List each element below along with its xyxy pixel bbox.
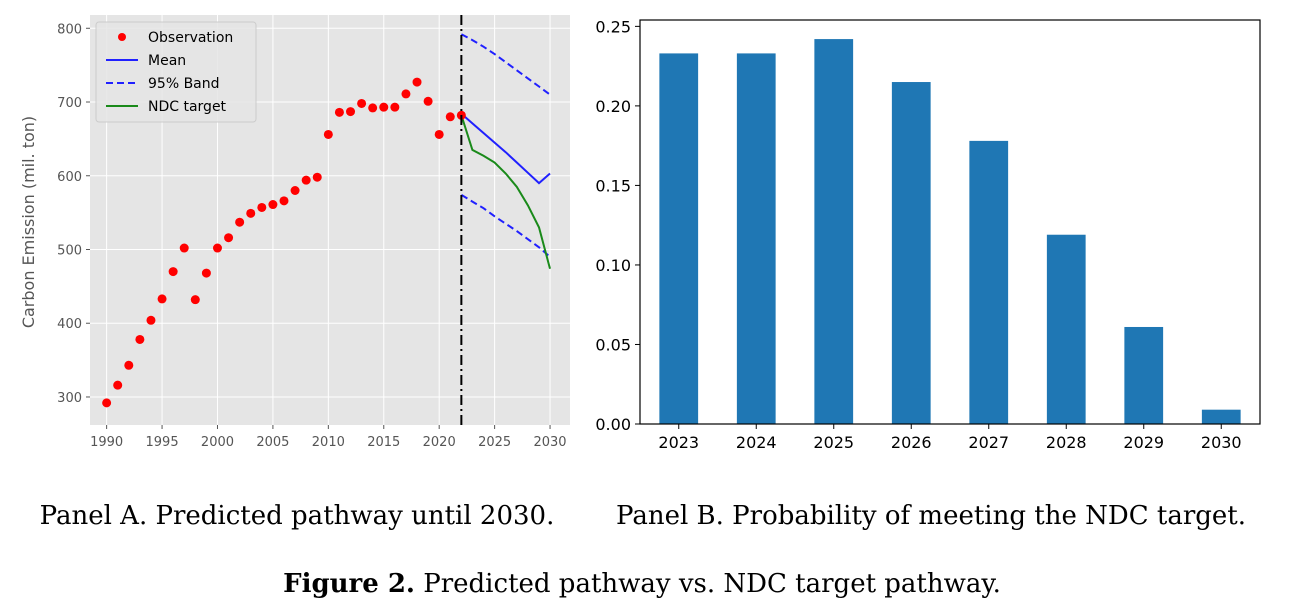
bar-2024 xyxy=(736,53,776,424)
x-tick-label: 2027 xyxy=(968,433,1009,452)
bar-2030 xyxy=(1201,409,1241,424)
y-tick-label: 0.05 xyxy=(595,335,631,354)
observation-point xyxy=(224,233,234,243)
observation-point xyxy=(379,102,389,112)
observation-point xyxy=(368,103,378,113)
observation-point xyxy=(168,267,178,277)
x-tick-label: 2015 xyxy=(367,435,400,450)
x-tick-label: 1995 xyxy=(146,435,179,450)
observation-point xyxy=(357,98,367,108)
y-tick-label: 0.10 xyxy=(595,256,631,275)
x-tick-label: 2010 xyxy=(312,435,345,450)
observation-point xyxy=(445,112,455,122)
panel-a-band-lines xyxy=(460,33,551,258)
x-tick-label: 2005 xyxy=(256,435,289,450)
panel-a-x-ticks: 1990 1995 2000 2005 2010 2015 2020 2025 2030 xyxy=(90,425,567,450)
bar-2029 xyxy=(1124,326,1164,424)
caption-panel-a: Panel A. Predicted pathway until 2030. xyxy=(40,501,555,531)
observation-point xyxy=(135,334,145,344)
bar-2025 xyxy=(814,39,854,425)
x-tick-label: 2023 xyxy=(658,433,699,452)
y-tick-label: 0.00 xyxy=(595,415,631,434)
x-tick-label: 2025 xyxy=(478,435,511,450)
panel-a-legend: Observation Mean 95% Band NDC target xyxy=(95,21,257,123)
x-tick-label: 2026 xyxy=(891,433,932,452)
observation-point xyxy=(235,217,245,227)
x-tick-label: 2024 xyxy=(736,433,777,452)
y-tick-label: 700 xyxy=(57,96,82,111)
panel-a-chart: 1990 1995 2000 2005 2010 2015 2020 2025 2030 300… xyxy=(19,15,570,450)
observation-point xyxy=(190,295,200,305)
y-tick-label: 0.25 xyxy=(595,17,631,36)
observation-point xyxy=(323,129,333,139)
panel-b-y-ticks: 0.00 0.05 0.10 0.15 0.20 0.25 xyxy=(595,17,640,434)
panel-b-frame xyxy=(639,19,1261,425)
y-tick-label: 500 xyxy=(57,243,82,258)
observation-point xyxy=(157,294,167,304)
figure-caption-text: Predicted pathway vs. NDC target pathway… xyxy=(415,569,1001,599)
x-tick-label: 2030 xyxy=(533,435,566,450)
observation-point xyxy=(401,89,411,99)
y-tick-label: 0.20 xyxy=(595,97,631,116)
panel-b-x-ticks: 2023 2024 2025 2026 2027 2028 2029 2030 xyxy=(658,424,1242,452)
bar-2026 xyxy=(891,82,931,424)
panel-b-bars xyxy=(659,39,1241,425)
panel-a-y-axis-label: Carbon Emission (mil. ton) xyxy=(19,116,38,328)
legend-label-ndc: NDC target xyxy=(148,99,227,115)
x-tick-label: 2029 xyxy=(1123,433,1164,452)
bar-2028 xyxy=(1046,234,1086,424)
observation-point xyxy=(146,315,156,325)
observation-point xyxy=(257,202,267,212)
observation-point xyxy=(179,243,189,253)
panel-b-chart: 2023 2024 2025 2026 2027 2028 2029 2030 0.000.0… xyxy=(595,17,1261,452)
legend-box xyxy=(95,21,257,123)
observation-point xyxy=(212,243,222,253)
x-tick-label: 2028 xyxy=(1046,433,1087,452)
lower-band-line xyxy=(460,194,551,258)
legend-label-mean: Mean xyxy=(148,53,186,69)
legend-label-band: 95% Band xyxy=(148,76,220,92)
bar-2027 xyxy=(969,140,1009,424)
caption-panel-b: Panel B. Probability of meeting the NDC … xyxy=(616,501,1246,531)
observation-point xyxy=(290,186,300,196)
x-tick-label: 2030 xyxy=(1201,433,1242,452)
x-tick-label: 2000 xyxy=(201,435,234,450)
observation-point xyxy=(201,268,211,278)
y-tick-label: 800 xyxy=(57,22,82,37)
x-tick-label: 1990 xyxy=(90,435,123,450)
panel-a-observations xyxy=(102,77,466,408)
observation-point xyxy=(412,77,422,87)
mean-line xyxy=(460,113,551,185)
observation-point xyxy=(434,129,444,139)
x-tick-label: 2020 xyxy=(423,435,456,450)
panel-a-lines xyxy=(460,113,551,269)
observation-point xyxy=(279,196,289,206)
legend-label-observation: Observation xyxy=(148,30,233,46)
observation-point xyxy=(423,96,433,106)
figure-caption: Figure 2. Predicted pathway vs. NDC targ… xyxy=(283,569,1001,599)
y-tick-label: 300 xyxy=(57,391,82,406)
upper-band-line xyxy=(460,33,551,96)
observation-point xyxy=(301,175,311,185)
observation-point xyxy=(246,208,256,218)
x-tick-label: 2025 xyxy=(813,433,854,452)
observation-point xyxy=(102,398,112,408)
y-tick-label: 0.15 xyxy=(595,176,631,195)
bar-2023 xyxy=(659,53,699,424)
figure-caption-number: Figure 2. xyxy=(283,569,415,599)
observation-point xyxy=(268,200,278,210)
observation-point xyxy=(390,102,400,112)
y-tick-label: 400 xyxy=(57,317,82,332)
observation-point xyxy=(334,107,344,117)
legend-marker-observation xyxy=(118,33,126,41)
observation-point xyxy=(124,360,134,370)
panel-a-y-ticks: 300 400 500 600 700 800 xyxy=(57,22,90,406)
observation-point xyxy=(312,172,322,182)
ndc-target-line xyxy=(460,114,551,269)
observation-point xyxy=(346,107,356,117)
y-tick-label: 600 xyxy=(57,170,82,185)
observation-point xyxy=(113,380,123,390)
